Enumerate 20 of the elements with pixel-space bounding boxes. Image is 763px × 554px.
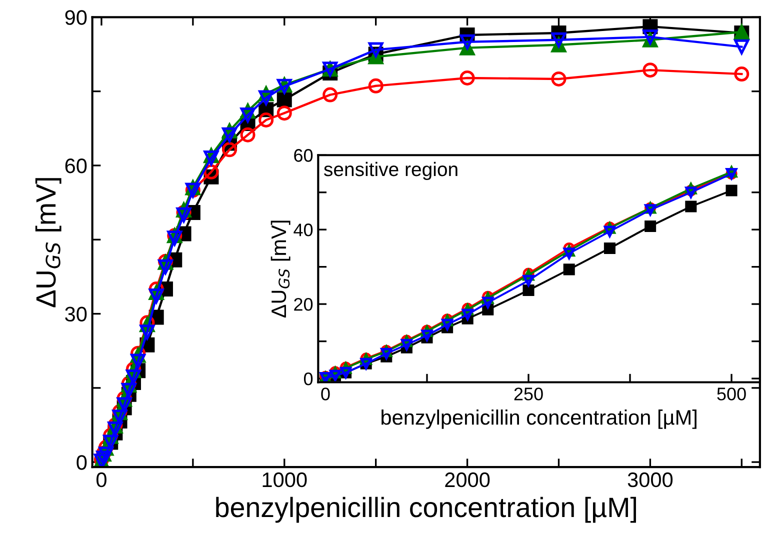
y-tick-label: 30	[65, 306, 87, 322]
x-axis-title: benzylpenicillin concentration [µM]	[216, 496, 636, 523]
x-tick-label: 3000	[628, 472, 673, 488]
y-tick-label: 20	[294, 298, 313, 311]
x-axis-title: benzylpenicillin concentration [µM]	[382, 410, 696, 429]
x-tick-label: 1000	[262, 472, 307, 488]
x-tick-label: 500	[717, 388, 746, 400]
y-tick-label: 60	[294, 149, 313, 162]
y-tick-label: 40	[294, 224, 313, 236]
x-tick-label: 250	[514, 388, 543, 400]
x-tick-label: 2000	[445, 472, 490, 488]
y-axis-title: ΔU$_{GS}$ [mV]	[35, 178, 62, 308]
y-tick-label: 0	[76, 455, 87, 470]
annotation: sensitive region	[324, 162, 458, 180]
y-tick-label: 90	[65, 10, 87, 25]
y-tick-label: 0	[304, 372, 313, 386]
x-tick-label: 0	[321, 388, 330, 400]
y-tick-label: 60	[65, 158, 87, 174]
y-axis-title: ΔU$_{GS}$ [mV]	[270, 220, 290, 318]
x-tick-label: 0	[96, 472, 106, 488]
